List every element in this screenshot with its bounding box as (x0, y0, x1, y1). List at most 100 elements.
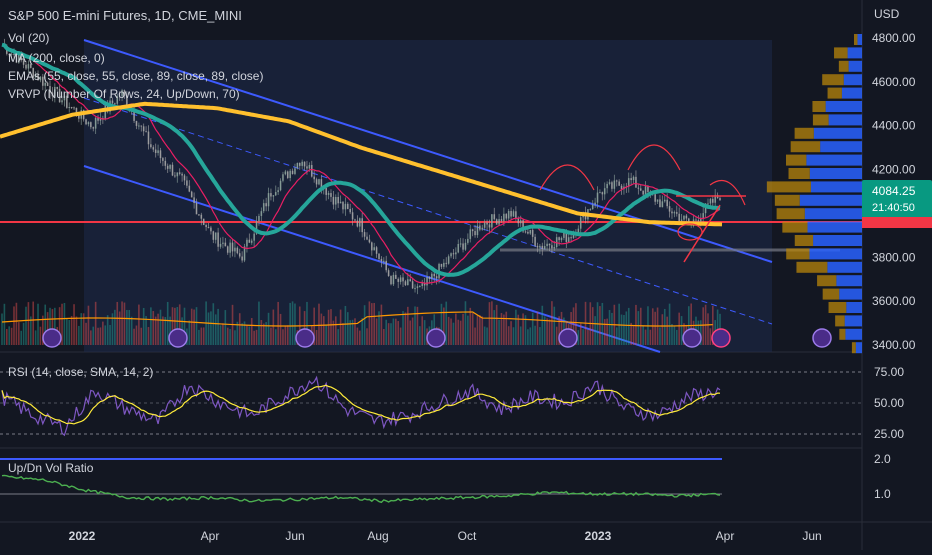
ma200-line (0, 101, 723, 227)
price-candle-body (356, 220, 359, 227)
channel-upper[interactable] (83, 39, 773, 263)
indicator-ma[interactable]: MA (200, close, 0) (8, 51, 105, 65)
volume-bar (476, 315, 479, 345)
price-candle-body (277, 190, 279, 193)
volume-bar (649, 329, 652, 345)
volume-bar (659, 327, 661, 345)
volume-bar (500, 313, 503, 345)
volume-bar (116, 301, 119, 345)
time-tick-2023: 2023 (585, 529, 612, 543)
volume-bar (661, 314, 664, 345)
price-candle-body (27, 64, 30, 69)
price-candle-body (274, 192, 277, 196)
price-candle-body (627, 178, 630, 187)
volume-bar (229, 329, 231, 345)
pattern-arc-right[interactable] (709, 180, 746, 206)
indicator-vrvp[interactable]: VRVP (Number Of Rows, 24, Up/Down, 70) (8, 87, 240, 101)
pattern-arc-left[interactable] (539, 164, 595, 191)
price-candle-body (22, 60, 25, 65)
price-candle-body (711, 198, 714, 203)
price-candle-body (140, 125, 143, 127)
price-candle-body (162, 158, 164, 161)
price-candle-body (512, 211, 515, 217)
vrvp-down-bar (817, 275, 837, 287)
indicator-emas[interactable]: EMAs (55, close, 55, close, 89, close, 8… (8, 69, 263, 83)
volume-bar (32, 301, 35, 345)
volume-bar (78, 325, 80, 345)
vrvp-down-bar (790, 141, 821, 153)
price-candle-body (51, 92, 54, 97)
price-candle-body (181, 173, 183, 176)
pattern-arc-head[interactable] (627, 144, 681, 171)
volume-bar (483, 326, 486, 345)
rsi-axis[interactable]: 75.00 50.00 25.00 (874, 365, 904, 441)
volume-bar (587, 329, 589, 345)
price-candle-body (145, 131, 147, 133)
price-tick-label: 3600.00 (872, 294, 916, 308)
channel-lower[interactable] (83, 165, 661, 353)
volume-bar (445, 301, 448, 345)
volume-bar (474, 327, 476, 345)
event-markers[interactable] (42, 328, 832, 348)
price-candle-body (555, 237, 558, 248)
volume-bar (217, 308, 219, 345)
price-candle-body (527, 231, 529, 234)
vrvp-down-bar (851, 342, 856, 354)
volume-bar (467, 315, 469, 345)
ratio-title[interactable]: Up/Dn Vol Ratio (8, 461, 94, 475)
ratio-tick-label: 2.0 (874, 452, 891, 466)
volume-bar (34, 330, 37, 345)
rsi-title[interactable]: RSI (14, close, SMA, 14, 2) (8, 365, 153, 379)
volume-bar (632, 326, 635, 345)
price-candle-body (234, 247, 236, 252)
vrvp-down-bar (812, 114, 829, 126)
volume-bar (548, 319, 551, 345)
price-candle-body (226, 246, 229, 253)
price-candle-body (15, 55, 18, 63)
pattern-circle[interactable] (677, 223, 703, 241)
event-marker (42, 328, 62, 348)
price-candle-body (608, 182, 611, 184)
price-candle-body (414, 288, 416, 290)
volume-bar (450, 318, 452, 345)
price-candle-body (431, 273, 433, 279)
price-candle-body (383, 260, 385, 262)
price-candle-body (661, 201, 664, 208)
price-badge[interactable] (862, 180, 932, 218)
indicator-vol[interactable]: Vol (20) (8, 31, 49, 45)
volume-bar (615, 327, 618, 345)
ratio-axis[interactable]: 2.0 1.0 (874, 452, 891, 501)
price-candle-body (142, 126, 145, 132)
price-candle-body (632, 176, 635, 181)
volume-bar (27, 302, 30, 345)
time-tick-oct: Oct (458, 529, 477, 543)
price-candle-body (207, 227, 210, 229)
price-candle-body (375, 247, 378, 254)
volume-bar (579, 323, 582, 345)
volume-bar (510, 321, 512, 345)
time-axis[interactable]: 2022 Apr Jun Aug Oct 2023 Apr Jun (69, 529, 822, 543)
volume-bar (455, 313, 457, 345)
volume-bar (495, 304, 498, 345)
vrvp-up-bar (806, 154, 862, 166)
price-candle-body (118, 96, 121, 98)
vrvp-up-bar (846, 302, 862, 313)
volume-bar (675, 329, 678, 345)
price-candle-body (334, 196, 337, 205)
price-candle-body (308, 165, 311, 169)
channel-mid[interactable] (83, 97, 773, 325)
price-candle-body (246, 239, 248, 247)
volume-bar (315, 330, 318, 345)
volume-bar (481, 316, 484, 345)
price-candle-body (90, 122, 92, 128)
price-candle-body (548, 243, 551, 246)
volume-bar (193, 309, 195, 345)
symbol-title[interactable]: S&P 500 E-mini Futures, 1D, CME_MINI (8, 8, 242, 23)
volume-bar (267, 312, 270, 345)
price-candle-body (483, 222, 486, 228)
volume-bar (623, 315, 625, 345)
price-candle-body (654, 194, 656, 202)
volume-bar (13, 306, 15, 345)
